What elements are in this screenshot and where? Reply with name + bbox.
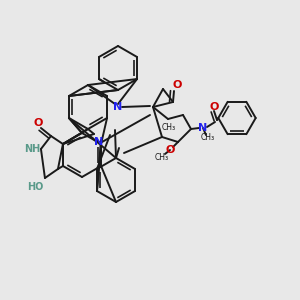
Text: CH₃: CH₃ [201, 134, 215, 142]
Text: HO: HO [27, 182, 43, 192]
Text: O: O [165, 145, 175, 155]
Text: NH: NH [24, 144, 40, 154]
Text: CH₃: CH₃ [162, 124, 176, 133]
Text: N: N [94, 137, 103, 147]
Text: O: O [172, 80, 182, 90]
Text: O: O [33, 118, 43, 128]
Text: N: N [198, 123, 208, 133]
Text: O: O [209, 102, 219, 112]
Text: N: N [113, 102, 123, 112]
Text: CH₃: CH₃ [155, 152, 169, 161]
